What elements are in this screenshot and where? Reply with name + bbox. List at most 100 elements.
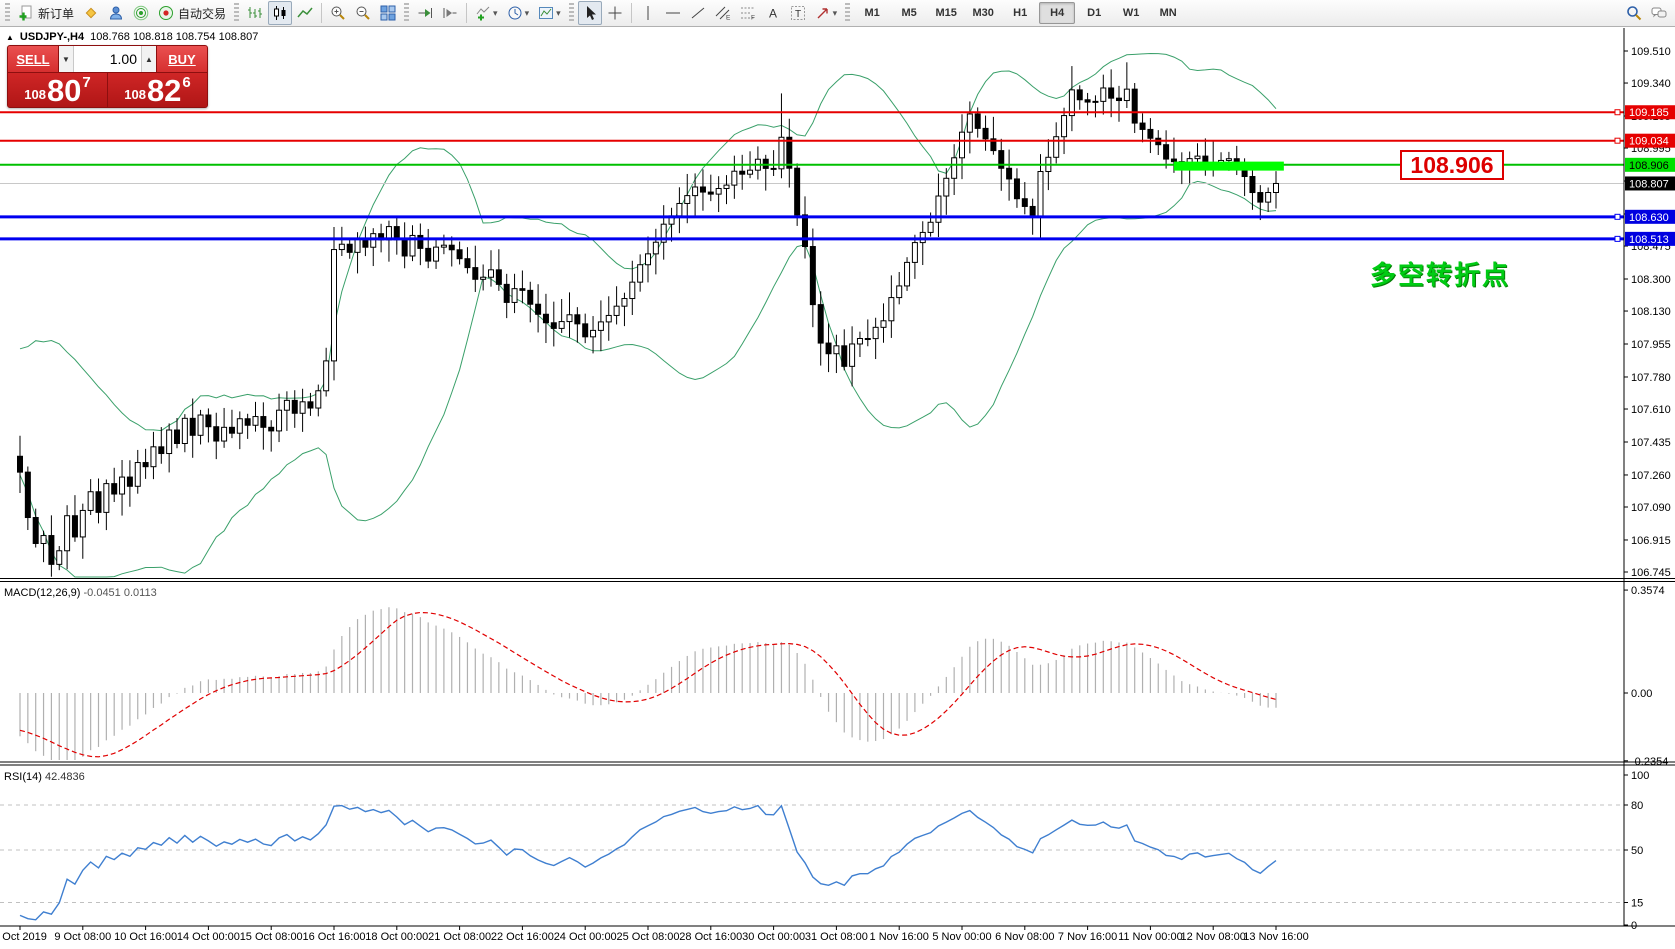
candle xyxy=(205,414,212,428)
arrows-tool-dropdown-caret[interactable]: ▾ xyxy=(832,7,838,18)
buy-button[interactable]: BUY xyxy=(157,46,207,72)
timeframe-m30-button[interactable]: M30 xyxy=(972,7,994,19)
candlestick-mode-button[interactable] xyxy=(268,1,293,25)
sell-button[interactable]: SELL xyxy=(8,46,58,72)
highlight-segment[interactable] xyxy=(1173,161,1284,171)
toolbar-grip xyxy=(5,3,10,23)
candle xyxy=(448,244,455,251)
date-label: 6 Nov 08:00 xyxy=(995,931,1054,943)
search-button[interactable] xyxy=(1622,1,1646,25)
candle xyxy=(747,169,754,175)
hline-handle[interactable] xyxy=(1614,109,1621,116)
crosshair-tool-button[interactable] xyxy=(603,1,627,25)
volume-down-button[interactable]: ▼ xyxy=(59,46,74,72)
line-icon xyxy=(297,7,313,18)
timeframe-m1-button[interactable]: M1 xyxy=(864,7,880,19)
channel-tool-button[interactable]: E xyxy=(711,1,735,25)
candle xyxy=(699,186,706,193)
line-chart-mode-button[interactable] xyxy=(293,1,317,25)
tile-windows-button[interactable] xyxy=(376,1,400,25)
signals-button[interactable] xyxy=(129,1,153,25)
indicators-list-button[interactable]: ▾ xyxy=(471,1,502,25)
candle xyxy=(731,170,738,186)
candle xyxy=(935,195,942,223)
candle xyxy=(1029,205,1036,217)
autotrading-button[interactable]: 自动交易 xyxy=(154,1,230,25)
horizontal-line-tool-button[interactable] xyxy=(661,1,685,25)
candle xyxy=(252,416,259,426)
candle xyxy=(236,418,243,434)
vertical-line-tool-button[interactable] xyxy=(636,1,660,25)
timeframe-d1-button[interactable]: D1 xyxy=(1087,7,1102,19)
hline-handle[interactable] xyxy=(1614,235,1621,242)
candle xyxy=(582,323,589,338)
timeframe-h4-button[interactable]: H4 xyxy=(1039,2,1076,24)
candle xyxy=(527,289,534,305)
chart-profile-button[interactable] xyxy=(79,1,103,25)
candles-icon xyxy=(274,6,286,20)
label-tool-button[interactable]: T xyxy=(786,1,810,25)
candle xyxy=(590,329,597,338)
one-click-panel-toggle[interactable]: ▲ xyxy=(6,32,14,42)
candle xyxy=(778,136,785,170)
rsi-tick: 15 xyxy=(1631,898,1643,910)
svg-text:108.807: 108.807 xyxy=(1629,178,1669,190)
periods-dropdown-caret[interactable]: ▾ xyxy=(524,7,530,18)
bar-chart-mode-button[interactable] xyxy=(243,1,267,25)
price-tick: 108.300 xyxy=(1631,274,1671,286)
candle xyxy=(495,269,502,285)
new-order-button[interactable]: 新订单 xyxy=(14,1,78,25)
hline-handle[interactable] xyxy=(1614,213,1621,220)
timeframe-m15-button[interactable]: M15 xyxy=(935,7,957,19)
text-tool-button[interactable]: A xyxy=(761,1,785,25)
candle xyxy=(841,345,848,367)
templates-button[interactable]: ▾ xyxy=(534,1,565,25)
candle xyxy=(276,409,283,432)
candle xyxy=(1265,191,1272,203)
candle xyxy=(1092,100,1099,103)
sell-price-pips: 80 xyxy=(46,73,82,108)
chat-button[interactable] xyxy=(1647,1,1671,25)
indicators-list-dropdown-caret[interactable]: ▾ xyxy=(493,7,498,18)
price-tick: 107.435 xyxy=(1631,437,1671,449)
candle xyxy=(1084,99,1091,103)
candle xyxy=(221,426,228,442)
zoom-out-button[interactable] xyxy=(351,1,375,25)
volume-up-button[interactable]: ▲ xyxy=(141,46,156,72)
textA-icon: A xyxy=(769,7,777,21)
timeframe-mn-button[interactable]: MN xyxy=(1159,7,1177,19)
zoom-in-button[interactable] xyxy=(326,1,350,25)
fibonacci-tool-button[interactable]: F xyxy=(736,1,760,25)
cursor-tool-button[interactable] xyxy=(577,1,602,25)
buy-price-point: 6 xyxy=(182,74,191,91)
rsi-tick: 80 xyxy=(1631,800,1643,812)
candle xyxy=(990,138,997,152)
tline-icon xyxy=(691,7,704,19)
price-tick: 106.915 xyxy=(1631,535,1671,547)
candle xyxy=(629,281,636,300)
sell-price-figure: 108 xyxy=(24,87,46,102)
candle xyxy=(770,167,777,170)
templates-dropdown-caret[interactable]: ▾ xyxy=(556,7,561,18)
timeframe-w1-button[interactable]: W1 xyxy=(1122,7,1140,19)
buy-price[interactable]: 108 82 6 xyxy=(108,73,207,107)
chart-shift-button[interactable] xyxy=(438,1,462,25)
sell-price[interactable]: 108 80 7 xyxy=(8,73,108,107)
hline-handle[interactable] xyxy=(1614,137,1621,144)
price-annotation-box[interactable]: 108.906 xyxy=(1400,150,1504,180)
candle xyxy=(1139,122,1146,130)
periods-button[interactable]: ▾ xyxy=(503,1,534,25)
market-watch-button[interactable] xyxy=(104,1,128,25)
candle xyxy=(566,314,573,323)
auto-scroll-button[interactable] xyxy=(413,1,437,25)
candle xyxy=(1061,115,1068,138)
arrows-tool-button[interactable]: ▾ xyxy=(811,1,842,25)
timeframe-m5-button[interactable]: M5 xyxy=(901,7,917,19)
pivot-callout-text[interactable]: 多空转折点 xyxy=(1370,260,1511,290)
trendline-tool-button[interactable] xyxy=(686,1,710,25)
volume-input[interactable] xyxy=(74,50,141,68)
candle xyxy=(299,401,306,414)
timeframe-h1-button[interactable]: H1 xyxy=(1013,7,1028,19)
